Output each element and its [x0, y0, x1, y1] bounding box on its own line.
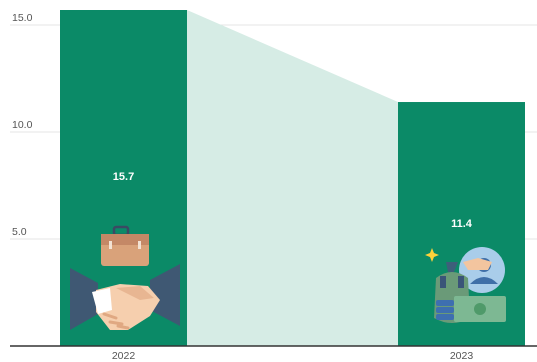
data-label: 11.4: [451, 218, 473, 230]
y-tick-label: 5.0: [12, 226, 27, 238]
data-labels: 15.7 11.4: [113, 171, 473, 230]
x-tick-label: 2022: [112, 350, 136, 362]
data-label: 15.7: [113, 171, 134, 183]
money-bag-hand-icon: [425, 247, 506, 323]
connector-area: [187, 10, 398, 346]
x-tick-labels: 2022 2023: [112, 350, 474, 362]
x-tick-label: 2023: [450, 350, 474, 362]
y-tick-label: 15.0: [12, 12, 33, 24]
connector-area-shape: [187, 10, 398, 346]
y-tick-labels: 5.0 10.0 15.0: [12, 12, 33, 238]
briefcase-handshake-icon: [70, 225, 180, 330]
y-tick-label: 10.0: [12, 119, 33, 131]
